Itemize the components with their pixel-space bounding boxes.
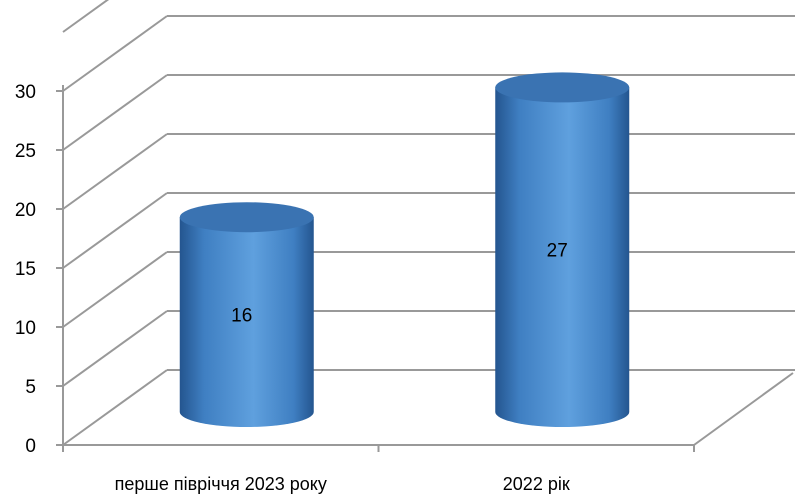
gridline-side — [62, 15, 168, 92]
y-tick-label: 15 — [15, 259, 36, 280]
gridline-side — [62, 133, 168, 210]
bar-cylinder-body — [179, 217, 314, 427]
gridline-side — [62, 74, 168, 151]
floor-side — [62, 369, 168, 446]
bar-data-label: 27 — [547, 241, 568, 262]
y-tick-label: 30 — [15, 82, 36, 103]
y-tick-label: 10 — [15, 318, 36, 339]
y-tick-label: 0 — [25, 436, 36, 457]
axes — [56, 85, 695, 452]
x-category-label: 2022 рік — [503, 474, 570, 494]
gridline-side — [62, 192, 168, 269]
gridline-side — [62, 251, 168, 328]
floor-right-edge — [693, 372, 794, 446]
labels: 0 5 10 15 20 25 30 перше півріччя 2023 року 2022… — [15, 82, 570, 494]
bar-cylinder-top — [179, 202, 314, 233]
gridline-side — [62, 0, 110, 33]
bar-cylinder-top — [495, 72, 630, 103]
gridlines — [62, 0, 795, 446]
bar-data-label: 16 — [231, 306, 252, 327]
y-tick-label: 20 — [15, 200, 36, 221]
gridline-side — [62, 310, 168, 387]
bars — [179, 72, 630, 427]
y-tick-label: 5 — [25, 377, 36, 398]
y-tick-label: 25 — [15, 141, 36, 162]
x-category-label: перше півріччя 2023 року — [115, 474, 327, 494]
bar-cylinder-body — [495, 87, 630, 427]
